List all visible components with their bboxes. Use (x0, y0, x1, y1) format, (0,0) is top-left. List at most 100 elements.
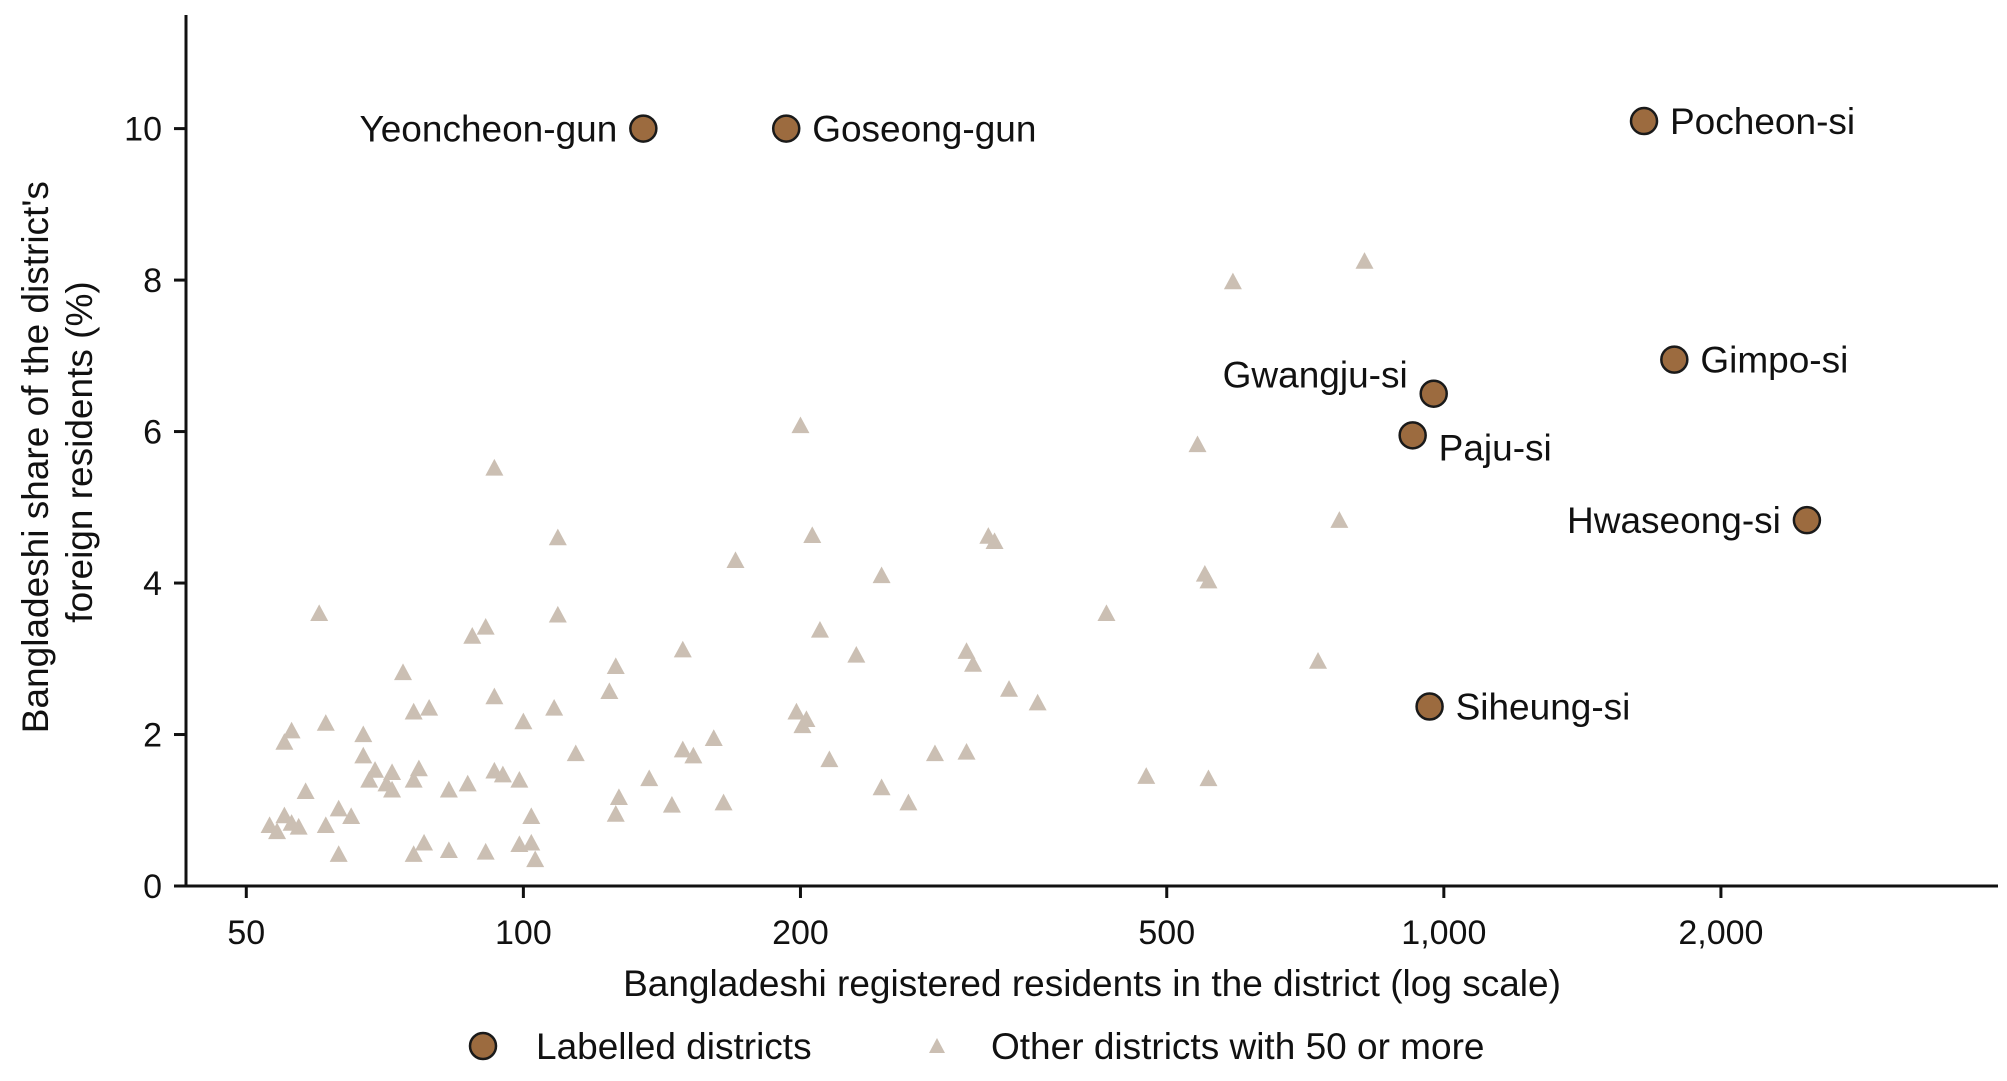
other-district-point (404, 702, 423, 720)
x-tick-label: 50 (227, 914, 265, 952)
x-axis-title: Bangladeshi registered residents in the … (623, 963, 1561, 1004)
other-district-point (820, 750, 839, 768)
other-district-point (662, 795, 681, 813)
other-district-point (526, 850, 545, 868)
other-districts-layer (260, 252, 1374, 868)
other-district-point (1223, 272, 1242, 290)
y-axis-title-line-2: foreign residents (%) (59, 281, 100, 622)
other-district-point (957, 642, 976, 659)
x-tick-label: 200 (772, 914, 829, 952)
labelled-district-point (1398, 421, 1427, 450)
x-tick-label: 500 (1138, 914, 1195, 952)
labelled-district-point (771, 114, 801, 143)
other-district-point (394, 663, 413, 681)
other-district-point (316, 714, 335, 731)
other-district-point (310, 604, 329, 621)
other-district-point (1355, 252, 1374, 269)
other-district-point (640, 769, 659, 787)
district-label: Yeoncheon-gun (359, 109, 617, 150)
other-district-point (1028, 693, 1047, 711)
other-district-point (476, 617, 495, 635)
other-district-point (684, 746, 703, 764)
y-tick-label: 2 (143, 717, 162, 755)
x-tick-label: 2,000 (1678, 914, 1763, 952)
legend-marker-other (929, 1038, 945, 1053)
other-district-point (514, 712, 533, 730)
y-tick-label: 6 (143, 414, 162, 452)
x-tick-label: 100 (495, 914, 552, 952)
other-district-point (548, 605, 567, 623)
other-district-point (1330, 511, 1349, 528)
other-district-point (493, 765, 512, 783)
y-ticks: 0 2 4 6 8 10 (124, 111, 186, 906)
other-district-point (439, 780, 458, 798)
other-district-point (545, 699, 564, 716)
x-ticks: 50 100 200 500 1,000 2,000 (227, 886, 1763, 952)
other-district-point (383, 763, 402, 781)
other-district-point (439, 841, 458, 859)
district-label: Goseong-gun (812, 109, 1036, 150)
other-district-point (463, 627, 482, 644)
other-district-point (1137, 767, 1156, 784)
other-district-point (925, 744, 944, 762)
other-district-point (957, 742, 976, 760)
other-district-point (714, 793, 733, 811)
other-district-point (1199, 769, 1218, 787)
other-district-point (609, 788, 628, 806)
other-district-point (548, 528, 567, 546)
other-district-point (964, 655, 983, 672)
other-district-point (366, 761, 385, 778)
other-district-point (420, 699, 439, 716)
other-district-point (803, 526, 822, 543)
other-district-point (522, 833, 541, 851)
y-tick-label: 8 (143, 262, 162, 300)
legend-marker-labelled (468, 1031, 498, 1061)
other-district-point (316, 816, 335, 834)
other-district-point (342, 807, 361, 824)
point-labels: Yeoncheon-gun Goseong-gun Pocheon-si Gimpo-… (359, 101, 1855, 727)
other-district-point (872, 778, 891, 796)
district-label: Siheung-si (1456, 686, 1631, 727)
other-district-point (485, 687, 504, 705)
labelled-district-point (1629, 106, 1659, 136)
other-district-point (1309, 652, 1328, 669)
other-district-point (268, 822, 287, 840)
other-district-point (485, 458, 504, 476)
other-district-point (360, 770, 379, 788)
other-district-point (415, 833, 434, 851)
x-tick-label: 1,000 (1401, 914, 1486, 952)
labelled-districts-layer (629, 106, 1822, 721)
other-district-point (275, 733, 294, 750)
district-label: Hwaseong-si (1567, 500, 1781, 541)
other-district-point (476, 842, 495, 860)
other-district-point (282, 721, 301, 739)
district-label: Gimpo-si (1700, 340, 1848, 381)
other-district-point (522, 807, 541, 824)
other-district-point (791, 416, 810, 434)
other-district-point (899, 793, 918, 811)
other-district-point (289, 817, 308, 835)
other-district-point (354, 746, 373, 764)
other-district-point (600, 682, 619, 700)
other-district-point (847, 645, 866, 663)
other-district-point (409, 759, 428, 777)
other-district-point (1188, 435, 1207, 453)
y-tick-label: 4 (143, 565, 162, 603)
labelled-district-point (629, 114, 658, 143)
other-district-point (404, 770, 423, 788)
y-axis-title-line-1: Bangladeshi share of the district's (15, 181, 56, 733)
labelled-district-point (1415, 692, 1444, 721)
other-district-point (1000, 680, 1019, 697)
other-district-point (1199, 571, 1218, 589)
other-district-point (673, 740, 692, 758)
other-district-point (383, 780, 402, 798)
other-district-point (354, 725, 373, 743)
other-district-point (329, 799, 348, 817)
district-label: Gwangju-si (1223, 355, 1408, 396)
other-district-point (275, 806, 294, 824)
axes: 50 100 200 500 1,000 2,000 0 2 4 6 8 10 (124, 15, 1998, 952)
other-district-point (872, 566, 891, 584)
other-district-point (1097, 604, 1116, 621)
y-tick-label: 10 (124, 111, 162, 149)
